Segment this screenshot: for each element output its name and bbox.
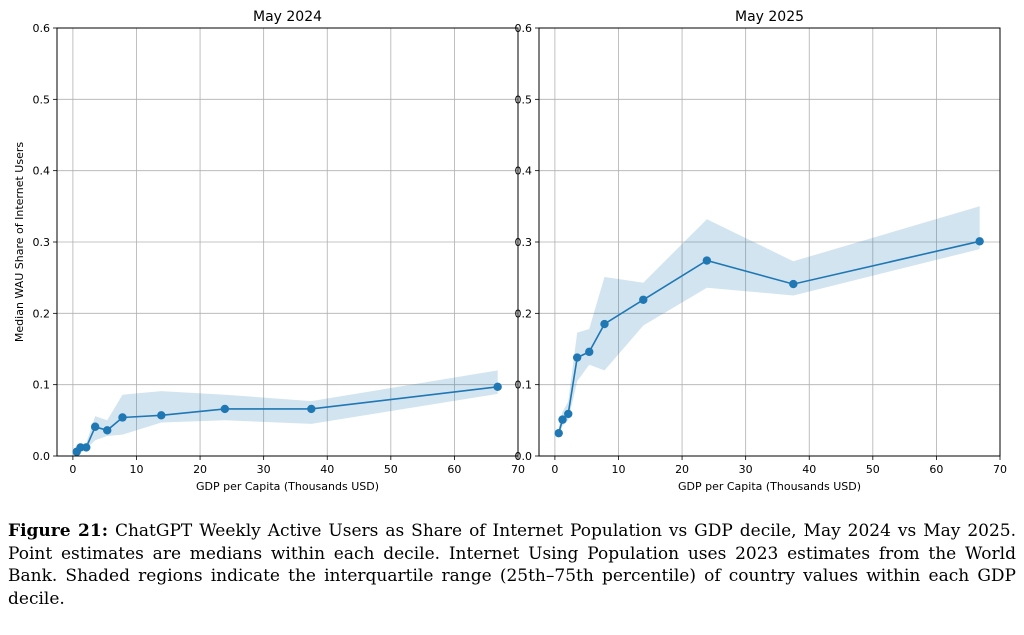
x-axis-label: GDP per Capita (Thousands USD) xyxy=(196,480,379,493)
y-tick-label: 0.3 xyxy=(33,236,51,249)
y-tick-label: 0.6 xyxy=(33,22,51,35)
data-point xyxy=(558,415,567,424)
x-tick-label: 0 xyxy=(551,463,558,476)
data-point xyxy=(572,353,582,362)
data-point xyxy=(90,422,100,431)
y-tick-label: 0.2 xyxy=(33,307,51,320)
y-tick-label: 0.6 xyxy=(515,22,533,35)
chart-title: May 2024 xyxy=(253,9,322,25)
x-tick-label: 40 xyxy=(320,463,334,476)
y-tick-label: 0.0 xyxy=(33,450,51,463)
x-tick-label: 40 xyxy=(802,463,816,476)
data-point xyxy=(600,319,609,329)
y-tick-label: 0.2 xyxy=(515,307,533,320)
x-tick-label: 30 xyxy=(257,463,271,476)
iqr-band xyxy=(76,370,498,454)
data-point xyxy=(103,426,112,435)
x-tick-label: 20 xyxy=(675,463,689,476)
y-tick-label: 0.5 xyxy=(515,93,533,106)
data-point xyxy=(585,347,594,357)
data-point xyxy=(157,411,166,420)
subplot-may-2024: 0 10 20 30 40 50 60 70 0.0 0.1 0.2 0.3 0.4 0.5 0.6 May … xyxy=(13,9,525,493)
x-tick-label: 70 xyxy=(993,463,1007,476)
figure: 0 10 20 30 40 50 60 700.00.10.20.30.40.50.6May … xyxy=(13,9,1008,493)
data-point xyxy=(975,237,984,246)
y-tick-label: 0.4 xyxy=(515,165,533,178)
x-tick-label: 70 xyxy=(511,463,525,476)
y-tick-label: 0.4 xyxy=(33,165,51,178)
chart-title: May 2025 xyxy=(735,9,804,25)
x-tick-label: 30 xyxy=(739,463,753,476)
caption-text: ChatGPT Weekly Active Users as Share of … xyxy=(8,521,1016,609)
x-tick-label: 0 xyxy=(69,463,76,476)
data-point xyxy=(564,409,573,419)
x-tick-label: 60 xyxy=(929,463,943,476)
x-axis-label: GDP per Capita (Thousands USD) xyxy=(678,480,861,493)
data-point xyxy=(220,404,230,414)
x-tick-label: 10 xyxy=(611,463,625,476)
caption-label: Figure 21: xyxy=(8,521,108,541)
y-tick-label: 0.3 xyxy=(515,236,533,249)
data-point xyxy=(639,295,648,304)
x-tick-label: 20 xyxy=(193,463,207,476)
data-point xyxy=(118,413,127,422)
data-point xyxy=(702,256,712,265)
y-tick-label: 0.1 xyxy=(33,379,51,392)
figure-caption: Figure 21: ChatGPT Weekly Active Users a… xyxy=(8,520,1016,610)
x-tick-label: 50 xyxy=(866,463,880,476)
y-tick-label: 0.0 xyxy=(515,450,533,463)
y-axis-label: Median WAU Share of Internet Users xyxy=(13,142,26,342)
y-tick-label: 0.5 xyxy=(33,93,51,106)
y-tick-label: 0.1 xyxy=(515,379,533,392)
iqr-band xyxy=(558,206,980,436)
subplot-may-2025: 0 10 20 30 40 50 60 70 0.0 0.1 0.2 0.3 0.4 0.5 0.6 May … xyxy=(515,9,1008,493)
x-tick-label: 60 xyxy=(447,463,461,476)
x-tick-label: 10 xyxy=(129,463,143,476)
data-point xyxy=(82,443,91,452)
data-point xyxy=(493,382,502,392)
data-point xyxy=(554,428,563,438)
data-point xyxy=(307,404,316,414)
data-point xyxy=(789,279,798,289)
x-tick-label: 50 xyxy=(384,463,398,476)
